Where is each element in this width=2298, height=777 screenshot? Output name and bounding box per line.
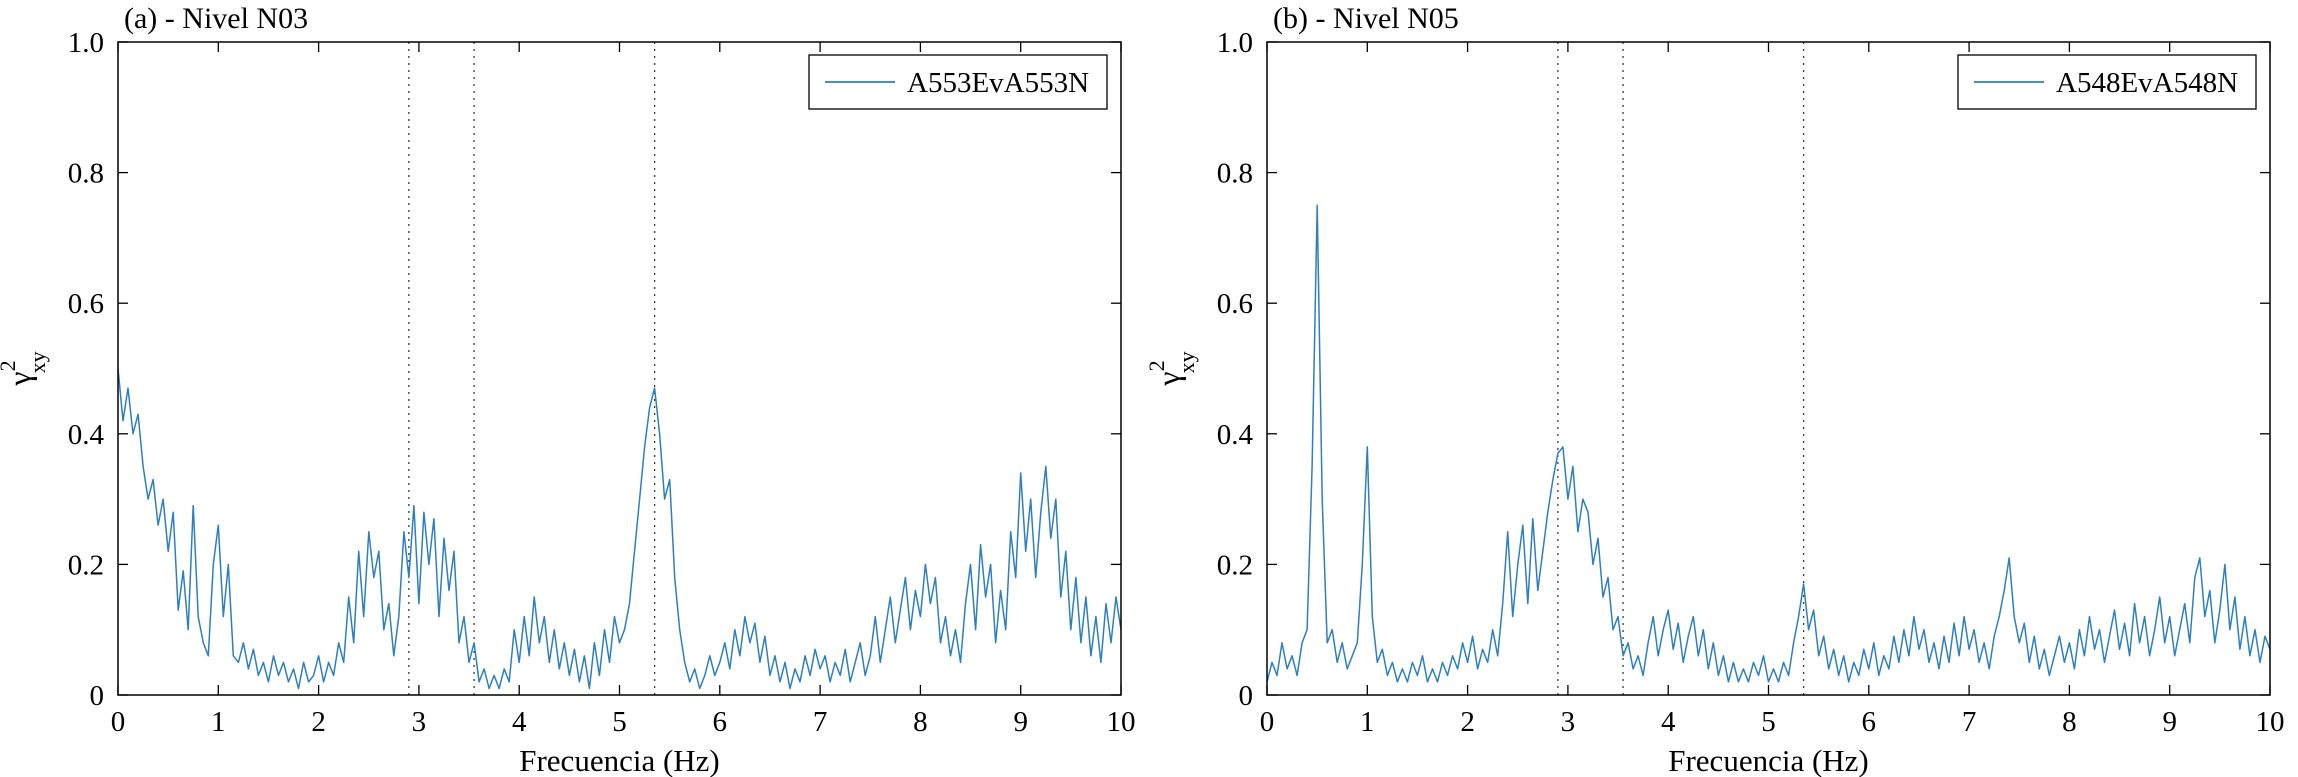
x-tick-label: 6	[1862, 706, 1877, 738]
legend-label: A548EvA548N	[2056, 67, 2238, 99]
plot-frame	[1266, 41, 2271, 696]
x-tick-label: 1	[211, 706, 226, 738]
x-tick-label: 9	[1013, 706, 1028, 738]
x-tick-label: 7	[1962, 706, 1977, 738]
x-tick-label: 3	[412, 706, 427, 738]
y-tick-label: 0.6	[68, 288, 104, 320]
y-tick-label: 1.0	[1217, 27, 1253, 59]
x-tick-label: 4	[512, 706, 527, 738]
legend-label: A553EvA553N	[907, 67, 1089, 99]
y-tick-label: 0.2	[1217, 549, 1253, 581]
y-tick-label: 0.6	[1217, 288, 1253, 320]
coherence-chart-a: 0 1 2 3 4 5 6 7 8 9 10 0 0.2 0.4 0.6 0.8 1.0 (a) - Nivel …	[0, 2, 1136, 777]
coherence-chart-b: 0 1 2 3 4 5 6 7 8 9 10 0 0.2 0.4 0.6 0.8 1.0 (b) - Nivel …	[1149, 2, 2285, 777]
y-tick-label: 0	[1239, 680, 1254, 712]
y-tick-label: 0.8	[68, 158, 104, 190]
y-tick-label: 0	[90, 680, 105, 712]
y-tick-label: 1.0	[68, 27, 104, 59]
chart-title: (a) - Nivel N03	[124, 2, 308, 35]
chart-title: (b) - Nivel N05	[1273, 2, 1459, 35]
x-tick-label: 2	[311, 706, 326, 738]
chart-panel-a: 0 1 2 3 4 5 6 7 8 9 10 0 0.2 0.4 0.6 0.8 1.0 (a) - Nivel …	[0, 2, 1136, 777]
x-tick-label: 10	[1107, 706, 1136, 738]
y-tick-label: 0.8	[1217, 158, 1253, 190]
x-tick-label: 4	[1661, 706, 1676, 738]
x-tick-label: 0	[111, 706, 126, 738]
x-tick-label: 1	[1360, 706, 1375, 738]
x-tick-label: 7	[813, 706, 828, 738]
y-tick-label: 0.4	[68, 419, 105, 451]
y-tick-label: 0.4	[1217, 419, 1254, 451]
x-tick-label: 5	[1761, 706, 1776, 738]
x-tick-label: 10	[2256, 706, 2285, 738]
x-axis-label: Frecuencia (Hz)	[1668, 743, 1869, 777]
coherence-line	[1266, 204, 2271, 683]
x-tick-label: 2	[1460, 706, 1475, 738]
x-tick-label: 8	[913, 706, 928, 738]
x-tick-label: 8	[2062, 706, 2077, 738]
plot-frame	[117, 41, 1122, 696]
x-axis-label: Frecuencia (Hz)	[519, 743, 720, 777]
x-tick-label: 0	[1260, 706, 1275, 738]
x-tick-label: 9	[2162, 706, 2177, 738]
y-tick-label: 0.2	[68, 549, 104, 581]
x-tick-label: 3	[1561, 706, 1576, 738]
x-tick-label: 6	[713, 706, 728, 738]
chart-panel-b: 0 1 2 3 4 5 6 7 8 9 10 0 0.2 0.4 0.6 0.8 1.0 (b) - Nivel …	[1149, 0, 2298, 777]
y-axis-label: γ2xy	[1149, 351, 1199, 386]
y-axis-label: γ2xy	[0, 351, 50, 386]
coherence-line	[117, 368, 1122, 690]
x-tick-label: 5	[612, 706, 627, 738]
